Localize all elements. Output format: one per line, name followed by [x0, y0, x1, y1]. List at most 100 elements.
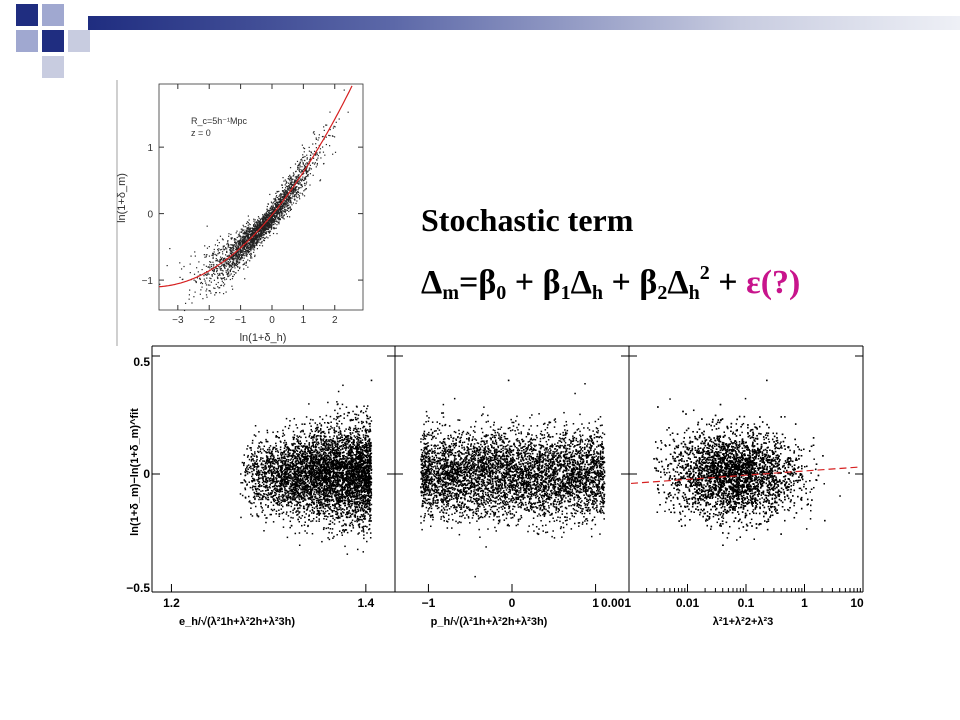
- data-point: [308, 471, 311, 474]
- data-point: [260, 494, 262, 496]
- data-point: [301, 186, 303, 188]
- data-point: [302, 194, 304, 196]
- data-point: [302, 487, 305, 489]
- data-point: [304, 443, 306, 445]
- data-point: [251, 243, 253, 245]
- x-tick-label: −1: [422, 596, 436, 610]
- data-point: [295, 493, 297, 495]
- data-point: [285, 213, 288, 215]
- data-point: [273, 214, 276, 216]
- data-point: [275, 448, 277, 450]
- data-point: [251, 257, 253, 259]
- data-point: [261, 237, 263, 239]
- data-point: [218, 252, 221, 254]
- data-point: [272, 455, 275, 457]
- data-point: [301, 158, 303, 160]
- data-point: [229, 264, 231, 266]
- data-point: [251, 238, 253, 240]
- data-point: [234, 241, 236, 243]
- data-point: [343, 458, 345, 460]
- data-point: [244, 245, 246, 247]
- data-point: [287, 195, 289, 197]
- data-point: [284, 211, 286, 213]
- data-point: [260, 235, 262, 238]
- data-point: [225, 270, 227, 272]
- data-point: [222, 247, 224, 249]
- data-point: [254, 497, 256, 499]
- data-point: [252, 240, 254, 243]
- data-point: [298, 177, 300, 179]
- data-point: [251, 502, 253, 505]
- data-point: [286, 478, 288, 480]
- data-point: [279, 476, 281, 479]
- x-tick-label: 2: [332, 315, 338, 326]
- data-point: [364, 515, 366, 517]
- data-point: [198, 261, 200, 263]
- data-point: [302, 154, 304, 156]
- x-tick-label: 1: [301, 315, 307, 326]
- data-point: [261, 245, 264, 247]
- data-point: [316, 501, 318, 504]
- data-point: [294, 445, 297, 448]
- data-point: [237, 240, 239, 242]
- data-point: [181, 278, 183, 281]
- data-point: [270, 469, 272, 472]
- data-point: [291, 191, 294, 193]
- data-point: [239, 239, 241, 241]
- data-point: [284, 200, 286, 203]
- data-point: [239, 257, 242, 260]
- data-point: [310, 493, 312, 496]
- data-point: [319, 180, 321, 182]
- data-point: [305, 509, 308, 511]
- data-point: [287, 198, 289, 201]
- data-point: [282, 203, 284, 206]
- data-point: [256, 224, 259, 226]
- data-point: [316, 462, 319, 464]
- data-point: [349, 444, 352, 446]
- data-point: [329, 490, 332, 493]
- data-point: [346, 439, 349, 442]
- data-point: [278, 200, 280, 202]
- data-point: [345, 499, 347, 502]
- data-point: [243, 232, 245, 235]
- data-point: [297, 188, 299, 191]
- data-point: [307, 163, 309, 165]
- data-point: [267, 203, 269, 205]
- data-point: [304, 464, 307, 466]
- data-point: [252, 224, 255, 227]
- data-point: [235, 259, 237, 261]
- data-point: [335, 482, 337, 484]
- data-point: [262, 236, 265, 238]
- data-point: [319, 179, 322, 181]
- data-point: [247, 246, 249, 248]
- data-point: [257, 451, 260, 454]
- data-point: [369, 425, 371, 428]
- data-point: [235, 249, 237, 251]
- data-point: [267, 214, 270, 216]
- data-point: [266, 210, 268, 212]
- data-point: [297, 165, 299, 167]
- data-point: [274, 207, 276, 209]
- data-point: [298, 484, 300, 487]
- data-point: [291, 484, 293, 487]
- data-point: [318, 499, 320, 501]
- data-point: [256, 466, 259, 468]
- data-point: [213, 263, 215, 266]
- data-point: [354, 482, 357, 484]
- data-point: [354, 472, 356, 475]
- data-point: [283, 209, 286, 211]
- data-point: [297, 176, 299, 178]
- data-point: [309, 461, 311, 463]
- data-point: [281, 472, 284, 474]
- data-point: [281, 207, 283, 210]
- data-point: [257, 469, 260, 472]
- data-point: [257, 447, 259, 449]
- data-point: [313, 511, 315, 513]
- data-point: [189, 289, 191, 291]
- data-point: [353, 439, 355, 442]
- data-point: [278, 509, 280, 512]
- data-point: [280, 484, 283, 487]
- data-point: [289, 468, 292, 471]
- data-point: [290, 186, 293, 188]
- data-point: [220, 258, 223, 260]
